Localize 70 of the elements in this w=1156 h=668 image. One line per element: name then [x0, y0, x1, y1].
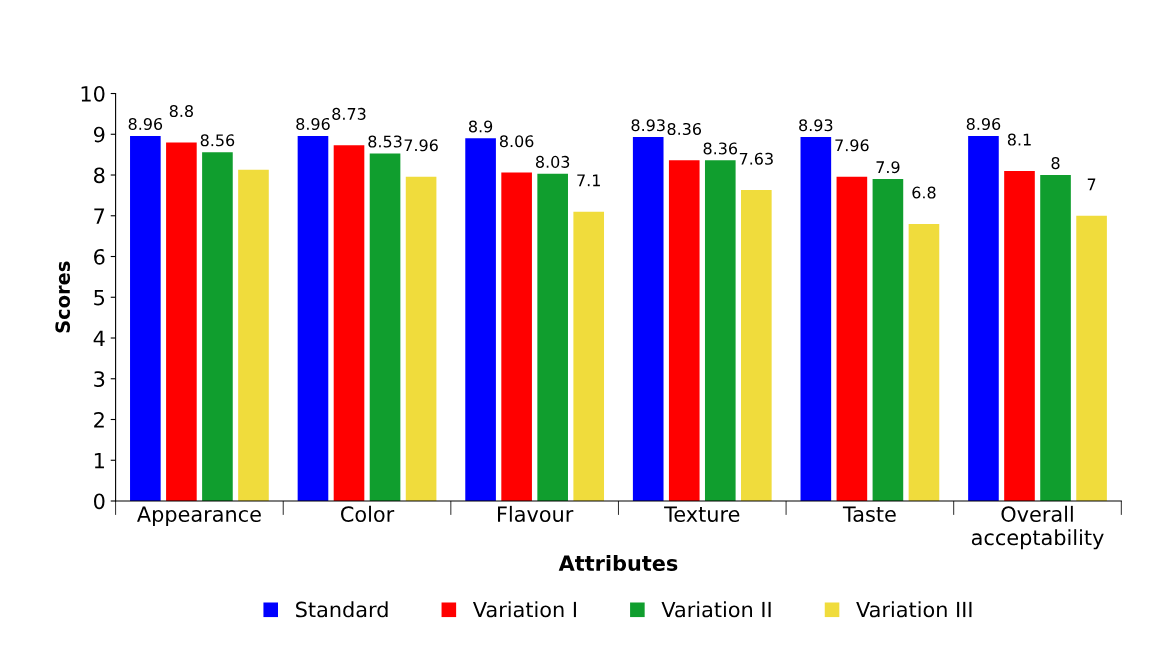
data-label: 8.96 — [128, 117, 163, 131]
legend-label: Standard — [296, 601, 388, 618]
data-label: 8.93 — [631, 119, 665, 132]
data-label: 7.96 — [835, 139, 869, 152]
y-tick-label: 0 — [94, 493, 105, 510]
bar — [1076, 215, 1107, 501]
data-label: 8.96 — [966, 117, 1001, 131]
data-label: 8.8 — [169, 105, 193, 118]
bar — [537, 173, 568, 501]
bar — [405, 176, 437, 501]
bar — [297, 135, 329, 501]
data-label: 7.63 — [739, 152, 773, 165]
bar — [202, 152, 233, 501]
bar — [501, 172, 532, 501]
y-tick-label: 6 — [94, 248, 105, 265]
data-label: 7.1 — [577, 174, 600, 187]
y-tick-label: 2 — [94, 411, 104, 428]
bar — [741, 190, 772, 501]
data-label: 8.96 — [296, 117, 330, 131]
bar — [465, 138, 496, 501]
bar — [632, 137, 664, 501]
y-tick-label: 10 — [81, 85, 105, 102]
y-tick-label: 8 — [94, 167, 105, 184]
data-label: 8.36 — [703, 142, 738, 155]
data-label: 8.06 — [499, 135, 534, 148]
data-label: 8.9 — [468, 120, 493, 133]
bar — [704, 160, 736, 501]
data-label: 6.8 — [912, 186, 936, 199]
y-tick-label: 9 — [93, 126, 105, 143]
y-tick-label: 4 — [93, 330, 105, 346]
data-label: 7.96 — [404, 139, 438, 152]
x-tick-label: Overall acceptability — [971, 505, 1104, 550]
legend-label: Variation I — [472, 601, 576, 618]
bar — [333, 145, 365, 501]
data-label: 8.36 — [667, 122, 702, 136]
bar — [238, 169, 269, 501]
x-tick-label: Texture — [664, 506, 740, 522]
bar — [908, 223, 940, 501]
data-label: 8.56 — [200, 134, 235, 147]
bar — [573, 211, 605, 501]
bar — [1004, 170, 1035, 501]
bar — [130, 135, 161, 501]
y-axis-title: Scores — [55, 261, 71, 333]
bar — [800, 137, 832, 501]
x-tick-label: Taste — [842, 506, 896, 522]
y-tick-label: 5 — [94, 289, 105, 306]
y-tick-label: 1 — [94, 452, 104, 469]
bar — [872, 179, 904, 501]
bar — [668, 160, 700, 501]
x-tick-label: Flavour — [498, 505, 574, 522]
data-label: 7 — [1087, 178, 1096, 191]
y-tick-label: 3 — [94, 371, 105, 387]
data-label: 7.9 — [876, 161, 900, 174]
legend-label: Variation III — [856, 601, 972, 618]
x-tick-label: Appearance — [137, 506, 261, 527]
data-label: 8.03 — [535, 155, 570, 168]
bar — [968, 135, 999, 501]
legend-label: Variation II — [661, 601, 771, 618]
data-label: 8.93 — [799, 119, 833, 132]
bar — [166, 142, 197, 501]
x-tick-label: Color — [341, 505, 395, 522]
bar — [369, 153, 401, 501]
data-label: 8 — [1051, 157, 1060, 170]
data-label: 8.53 — [368, 135, 402, 148]
bar — [836, 176, 868, 501]
data-label: 8.1 — [1007, 133, 1031, 146]
y-tick-label: 7 — [94, 208, 105, 224]
bar — [1040, 175, 1071, 501]
data-label: 8.73 — [332, 107, 366, 120]
x-axis-title: Attributes — [558, 554, 678, 572]
